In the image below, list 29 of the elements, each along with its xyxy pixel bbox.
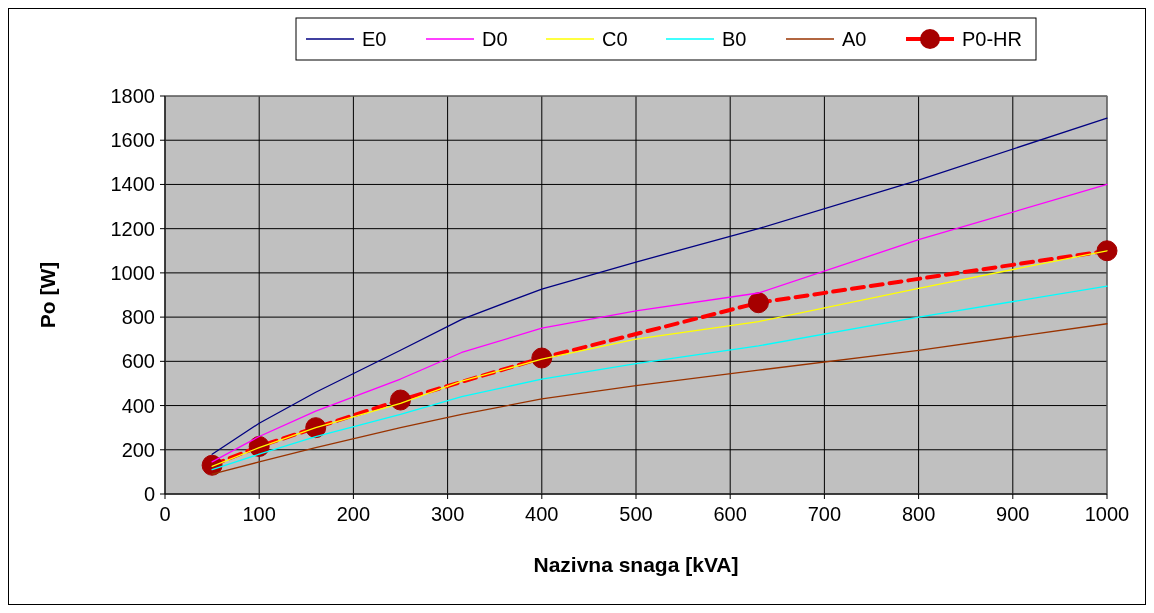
x-tick-label: 1000: [1084, 503, 1130, 525]
legend-label: E0: [362, 28, 387, 50]
y-tick-label: 1200: [110, 217, 155, 240]
x-tick-label: 100: [242, 503, 276, 525]
y-tick-label: 800: [121, 306, 155, 329]
x-tick-label: 700: [807, 503, 842, 525]
x-tick-label: 600: [713, 503, 747, 525]
legend-label: B0: [722, 28, 747, 50]
x-tick-label: 300: [430, 503, 465, 525]
y-tick-label: 1800: [110, 85, 155, 107]
x-tick-label: 0: [159, 503, 171, 525]
x-tick-label: 200: [336, 503, 371, 525]
y-tick-label: 200: [121, 438, 155, 461]
legend-label: A0: [842, 28, 867, 50]
y-tick-label: 400: [121, 394, 155, 417]
x-tick-label: 500: [619, 503, 653, 525]
y-tick-label: 0: [143, 483, 155, 505]
y-tick-label: 1000: [110, 261, 155, 284]
y-tick-label: 1600: [110, 129, 155, 152]
x-tick-label: 900: [996, 503, 1030, 525]
legend-label: P0-HR: [962, 28, 1023, 50]
y-tick-label: 1400: [110, 173, 155, 196]
legend-label: C0: [602, 28, 628, 50]
legend-label: D0: [482, 28, 508, 50]
x-tick-label: 400: [525, 503, 559, 525]
x-axis-title: Nazivna snaga [kVA]: [533, 553, 739, 576]
y-axis-title: Po [W]: [36, 261, 59, 329]
x-tick-label: 800: [901, 503, 936, 525]
y-tick-label: 600: [121, 350, 155, 373]
